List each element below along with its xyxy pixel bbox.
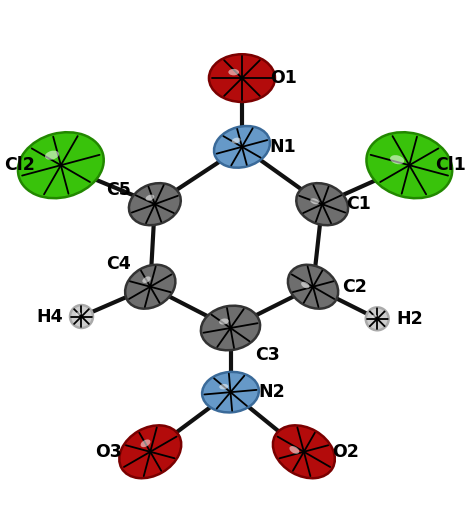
Ellipse shape (209, 54, 275, 102)
Text: C2: C2 (342, 278, 367, 295)
Ellipse shape (310, 198, 319, 204)
Ellipse shape (214, 126, 270, 168)
Text: C5: C5 (106, 181, 131, 199)
Text: Cl2: Cl2 (4, 156, 35, 174)
Text: H4: H4 (36, 308, 63, 325)
Text: N1: N1 (270, 138, 297, 156)
Ellipse shape (125, 265, 175, 309)
Ellipse shape (142, 277, 151, 283)
Ellipse shape (219, 319, 229, 325)
Ellipse shape (202, 372, 259, 413)
Ellipse shape (273, 425, 335, 478)
Ellipse shape (290, 446, 299, 454)
Text: C1: C1 (346, 195, 371, 213)
Text: O1: O1 (270, 69, 297, 87)
Ellipse shape (201, 306, 260, 350)
Text: O3: O3 (96, 443, 122, 461)
Ellipse shape (76, 312, 81, 315)
Text: N2: N2 (258, 383, 285, 401)
Ellipse shape (202, 372, 259, 413)
Ellipse shape (372, 314, 377, 317)
Ellipse shape (129, 183, 181, 225)
Ellipse shape (18, 132, 104, 198)
Ellipse shape (146, 195, 155, 201)
Text: H2: H2 (396, 310, 423, 328)
Ellipse shape (125, 265, 175, 309)
Ellipse shape (366, 308, 389, 331)
Ellipse shape (209, 54, 275, 102)
Ellipse shape (366, 132, 452, 198)
Ellipse shape (18, 132, 104, 198)
Ellipse shape (45, 151, 59, 160)
Ellipse shape (228, 69, 239, 75)
Ellipse shape (301, 282, 310, 288)
Ellipse shape (214, 126, 270, 168)
Text: Cl1: Cl1 (435, 156, 466, 174)
Ellipse shape (273, 425, 335, 478)
Text: O2: O2 (332, 443, 358, 461)
Ellipse shape (232, 138, 241, 143)
Ellipse shape (70, 305, 93, 328)
Ellipse shape (201, 306, 260, 350)
Text: C4: C4 (106, 255, 130, 273)
Ellipse shape (296, 183, 348, 225)
Ellipse shape (129, 183, 181, 225)
Ellipse shape (296, 183, 348, 225)
Ellipse shape (366, 308, 389, 331)
Ellipse shape (366, 132, 452, 198)
Ellipse shape (119, 425, 181, 478)
Text: C3: C3 (255, 347, 280, 365)
Ellipse shape (219, 384, 228, 390)
Ellipse shape (288, 265, 338, 309)
Ellipse shape (288, 265, 338, 309)
Ellipse shape (141, 439, 150, 447)
Ellipse shape (119, 425, 181, 478)
Ellipse shape (390, 155, 404, 164)
Ellipse shape (70, 305, 93, 328)
